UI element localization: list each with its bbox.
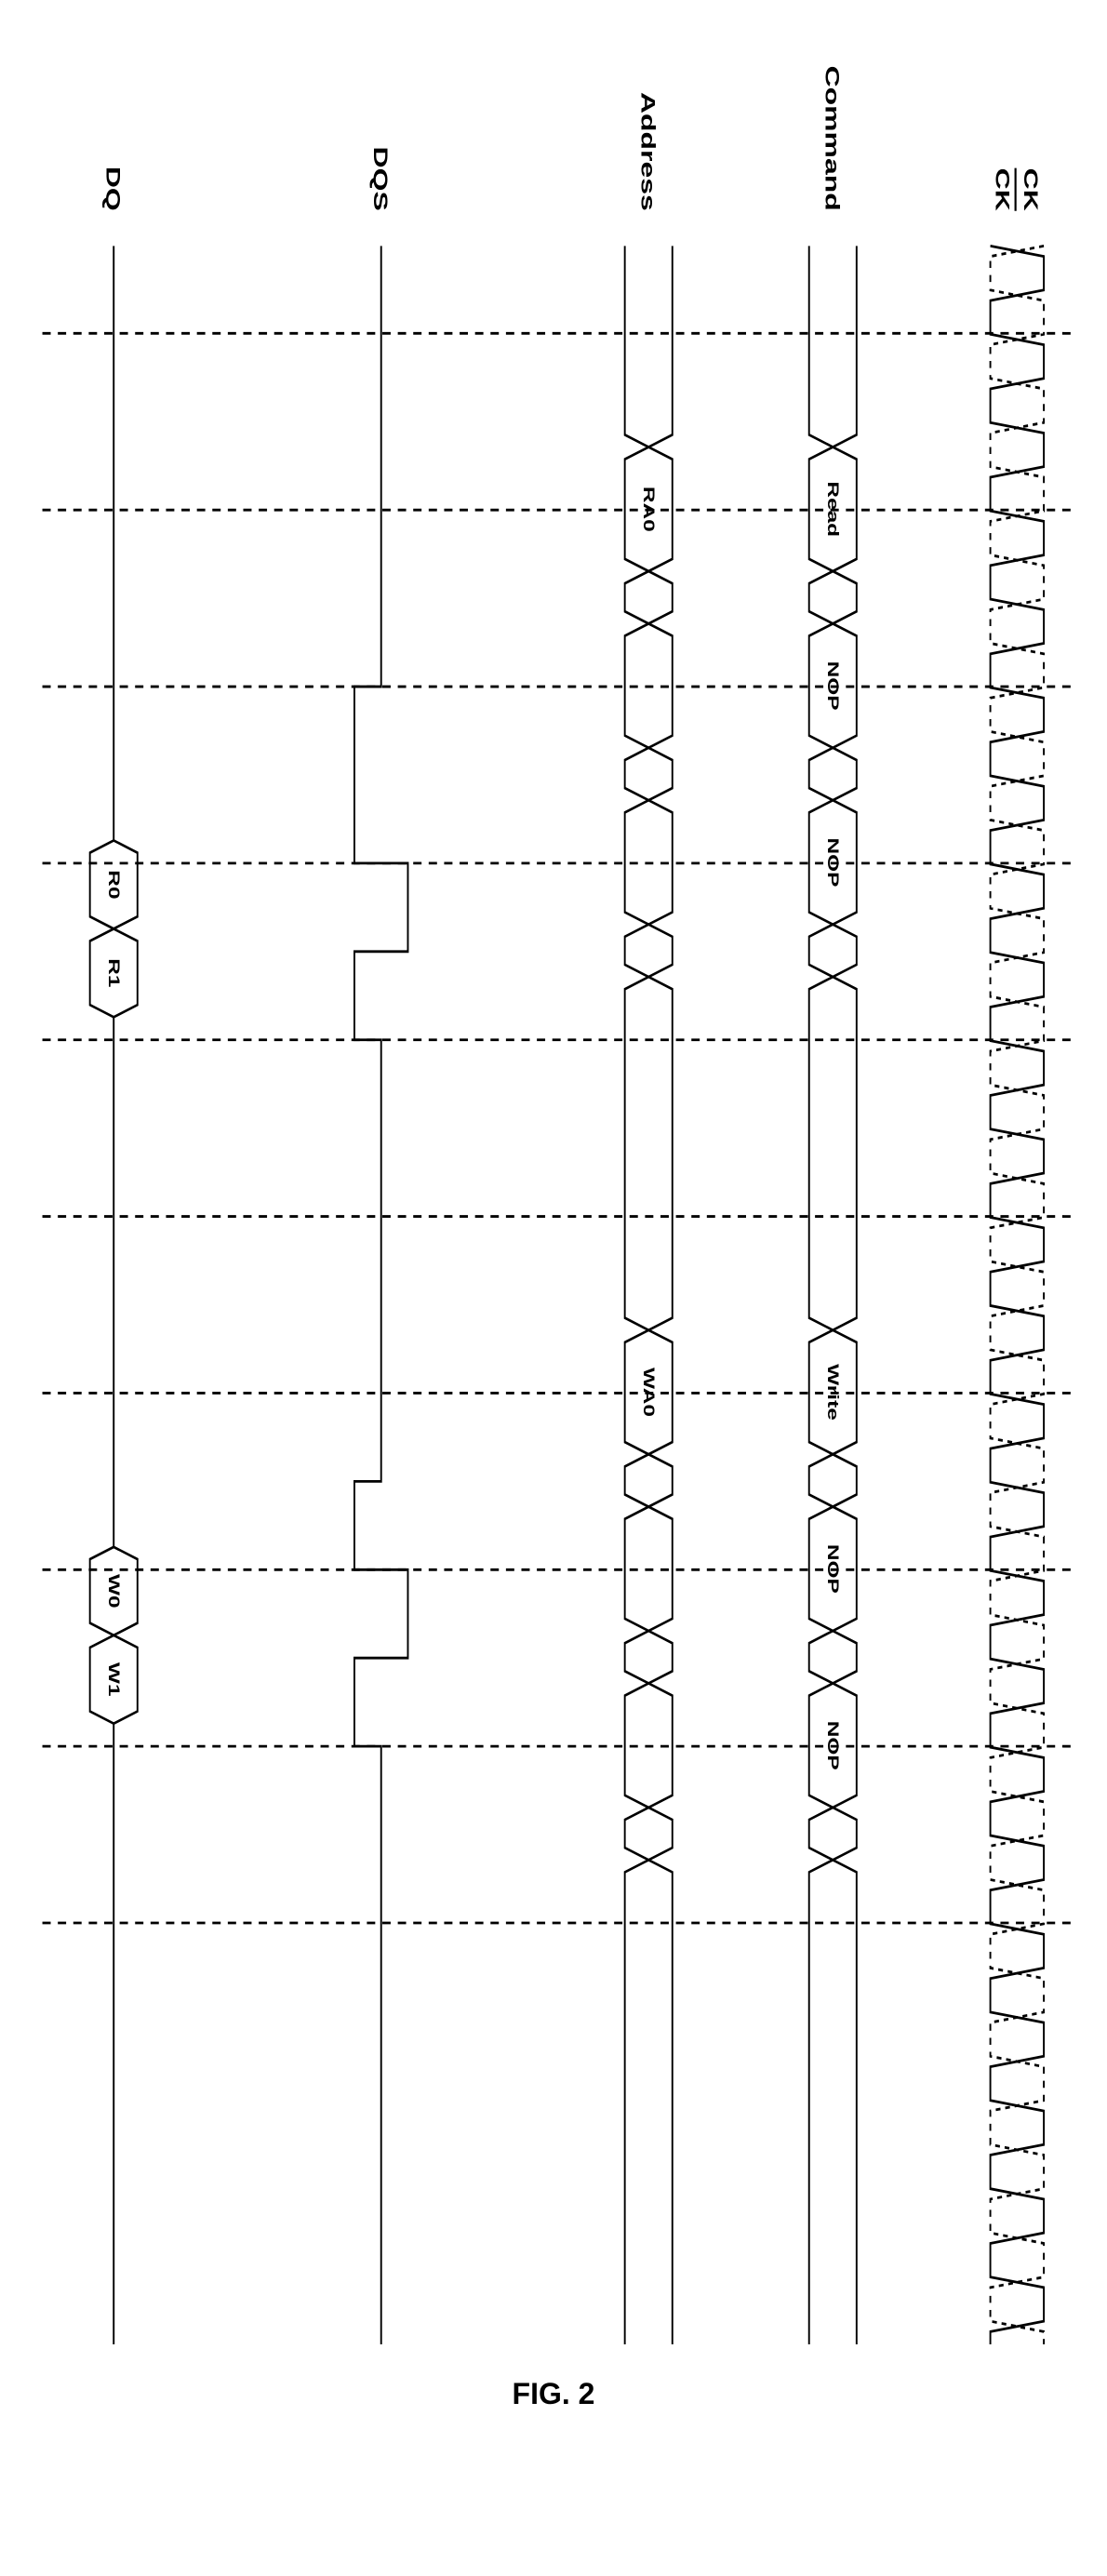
svg-text:CK: CK (1020, 168, 1043, 211)
svg-text:DQS: DQS (369, 147, 393, 211)
svg-text:CK: CK (992, 168, 1015, 211)
svg-text:Write: Write (824, 1364, 841, 1421)
svg-text:Command: Command (821, 66, 845, 211)
svg-text:NOP: NOP (824, 1721, 841, 1770)
svg-text:W1: W1 (105, 1662, 122, 1697)
svg-text:NOP: NOP (824, 837, 841, 887)
svg-text:Read: Read (824, 481, 841, 537)
svg-text:DQ: DQ (102, 167, 126, 211)
svg-text:NOP: NOP (824, 1544, 841, 1594)
svg-text:W0: W0 (105, 1574, 122, 1608)
svg-text:NOP: NOP (824, 661, 841, 711)
svg-text:Address: Address (637, 92, 660, 211)
svg-text:R1: R1 (105, 958, 122, 988)
svg-text:RA0: RA0 (640, 487, 657, 532)
figure-label: FIG. 2 (19, 2377, 1088, 2411)
svg-text:WA0: WA0 (640, 1368, 657, 1417)
svg-text:R0: R0 (105, 870, 122, 899)
timing-diagram: CKCK Command Read NOP NOP Write NOP NOP Address R… (19, 19, 1088, 2411)
timing-svg: CKCK Command Read NOP NOP Write NOP NOP Address R… (19, 19, 1088, 2344)
